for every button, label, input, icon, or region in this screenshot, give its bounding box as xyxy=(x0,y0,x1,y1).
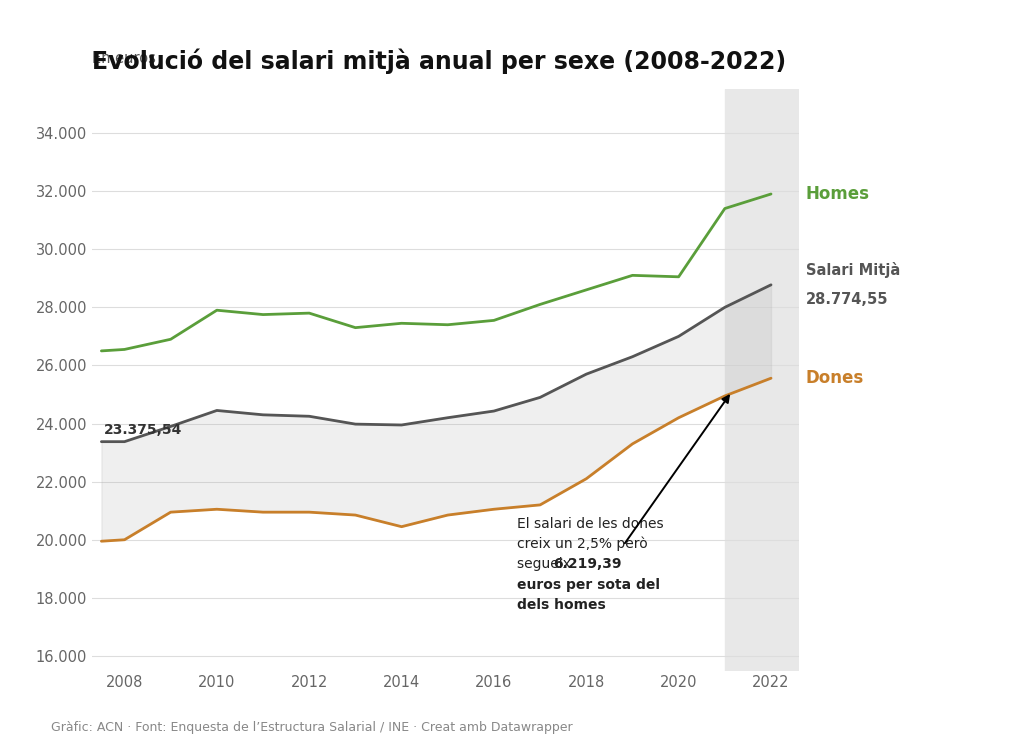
Text: creix un 2,5% però: creix un 2,5% però xyxy=(517,537,648,551)
Text: Salari Mitjà: Salari Mitjà xyxy=(806,261,900,278)
Text: Homes: Homes xyxy=(806,185,869,203)
Text: euros per sota del: euros per sota del xyxy=(517,577,660,592)
Text: segueix: segueix xyxy=(517,557,575,571)
Text: El salari de les dones: El salari de les dones xyxy=(517,516,664,530)
Text: Evolució del salari mitjà anual per sexe (2008-2022): Evolució del salari mitjà anual per sexe… xyxy=(92,48,786,74)
Text: 28.774,55: 28.774,55 xyxy=(806,292,888,307)
Bar xyxy=(725,89,799,670)
Text: 6.219,39: 6.219,39 xyxy=(553,557,622,571)
Text: En euros: En euros xyxy=(92,51,156,66)
Text: Gràfic: ACN · Font: Enquesta de l’Estructura Salarial / INE · Creat amb Datawrap: Gràfic: ACN · Font: Enquesta de l’Estruc… xyxy=(51,721,572,734)
Text: dels homes: dels homes xyxy=(517,597,606,612)
Text: Dones: Dones xyxy=(806,370,864,387)
Text: 23.375,54: 23.375,54 xyxy=(103,423,182,437)
